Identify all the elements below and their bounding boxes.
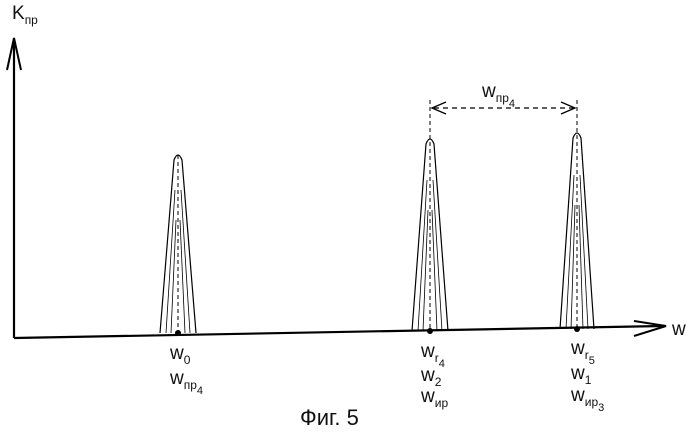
- interval-label: wпр4: [482, 82, 515, 110]
- peak-2-label-3: wир3: [571, 386, 604, 414]
- peak-1-shape: [412, 100, 448, 334]
- figure-caption: Фиг. 5: [300, 407, 359, 429]
- peak-2-shape: [560, 100, 594, 332]
- peak-0-label-2: wпр4: [170, 369, 203, 397]
- y-axis-label: Kпр: [12, 4, 38, 26]
- peak-2-marker: [574, 326, 580, 332]
- peak-1-label-3: wир: [421, 387, 448, 415]
- peak-0-shape: [160, 155, 196, 336]
- peak-1-marker: [427, 328, 433, 334]
- x-axis-arrow: [634, 321, 666, 336]
- x-axis: [14, 326, 664, 338]
- x-axis-label: w: [672, 320, 686, 339]
- peak-0-marker: [175, 330, 181, 336]
